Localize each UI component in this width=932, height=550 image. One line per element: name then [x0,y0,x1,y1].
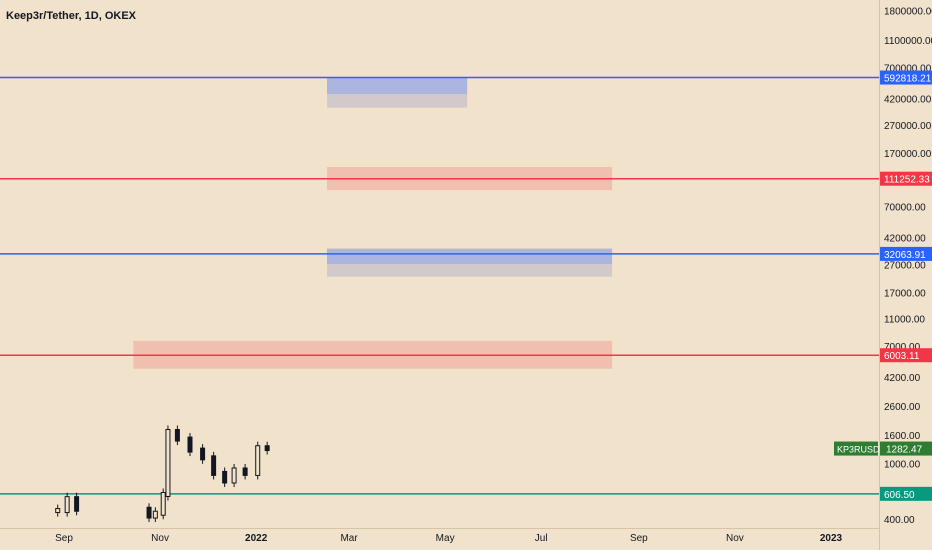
candle-body [231,467,237,484]
y-tick-label: 170000.00 [884,149,932,160]
x-tick-label: 2023 [820,533,843,544]
chart-title: Keep3r/Tether, 1D, OKEX [6,10,137,22]
y-tick-label: 17000.00 [884,288,926,299]
y-tick-label: 1800000.00 [884,6,932,17]
level-label-bg-0 [880,70,932,85]
candle-body [152,510,158,519]
y-tick-label: 2600.00 [884,402,921,413]
candle-body [160,491,166,516]
x-tick-label: Mar [340,533,358,544]
y-tick-label: 42000.00 [884,234,926,245]
level-label-2: 32063.91 [884,250,926,261]
x-tick-label: May [436,533,455,544]
level-label-3: 6003.11 [884,351,920,362]
y-tick-label: 700000.00 [884,63,932,74]
y-tick-label: 400.00 [884,515,915,526]
x-tick-label: 2022 [245,533,268,544]
candle-body [174,429,180,442]
y-tick-label: 270000.00 [884,121,932,132]
y-tick-label: 11000.00 [884,315,925,326]
last-price-bg [880,441,932,456]
y-tick-label: 4200.00 [884,373,921,384]
symbol-tag: KP3RUSDT [837,445,886,455]
y-tick-label: 1600.00 [884,431,921,442]
level-label-bg-3 [880,348,932,363]
level-label-bg-1 [880,171,932,186]
zone-blue-0-bottom [327,94,468,108]
x-tick-label: Jul [535,533,548,544]
x-tick-label: Nov [151,533,169,544]
last-price-label: 1282.47 [886,445,923,456]
level-label-4: 606.50 [884,490,915,501]
candle-body [187,436,193,453]
candle-body [211,455,217,476]
level-label-bg-4 [880,486,932,501]
x-tick-label: Sep [630,533,648,544]
candle-body [146,506,152,519]
y-tick-label: 27000.00 [884,260,926,271]
x-tick-label: Nov [726,533,744,544]
candle-body [200,447,206,461]
candle-body [222,470,228,484]
y-tick-label: 1100000.00 [884,36,932,47]
y-tick-label: 70000.00 [884,203,926,214]
candle-body [255,445,261,476]
zone-blue-2-top [327,248,613,265]
level-label-bg-2 [880,246,932,261]
y-tick-label: 7000.00 [884,342,921,353]
zone-blue-0-top [327,77,468,95]
candle-body [74,496,80,512]
y-tick-label: 420000.00 [884,94,932,105]
candle-body [55,508,61,514]
candle-body [64,496,70,514]
candle-body [165,429,171,497]
candle-body [242,467,248,476]
level-label-1: 111252.33 [884,175,930,186]
candle-body [264,445,270,452]
level-label-0: 592818.21 [884,74,932,85]
zone-blue-2-bottom [327,264,613,277]
x-tick-label: Sep [55,533,73,544]
symbol-tag-bg [834,441,878,456]
y-tick-label: 1000.00 [884,460,921,471]
